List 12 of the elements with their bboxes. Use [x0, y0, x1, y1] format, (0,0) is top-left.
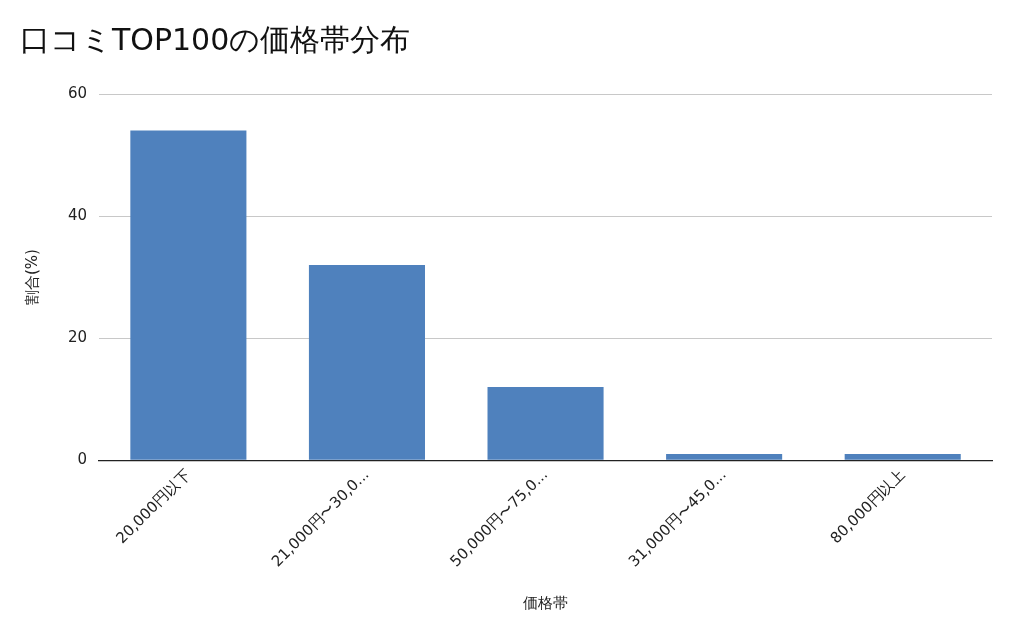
chart-title: 口コミTOP100の価格帯分布	[20, 21, 411, 57]
bar	[487, 386, 604, 460]
bar	[308, 264, 425, 460]
y-tick-label: 20	[67, 328, 88, 347]
x-axis-title: 価格帯	[523, 593, 569, 612]
bar	[844, 454, 961, 460]
y-axis-title: 割合(%)	[22, 249, 41, 306]
y-tick-label: 60	[67, 83, 88, 102]
bar	[666, 454, 783, 460]
y-tick-label: 0	[77, 450, 88, 469]
y-tick-label: 40	[67, 205, 88, 224]
bar	[130, 130, 247, 460]
